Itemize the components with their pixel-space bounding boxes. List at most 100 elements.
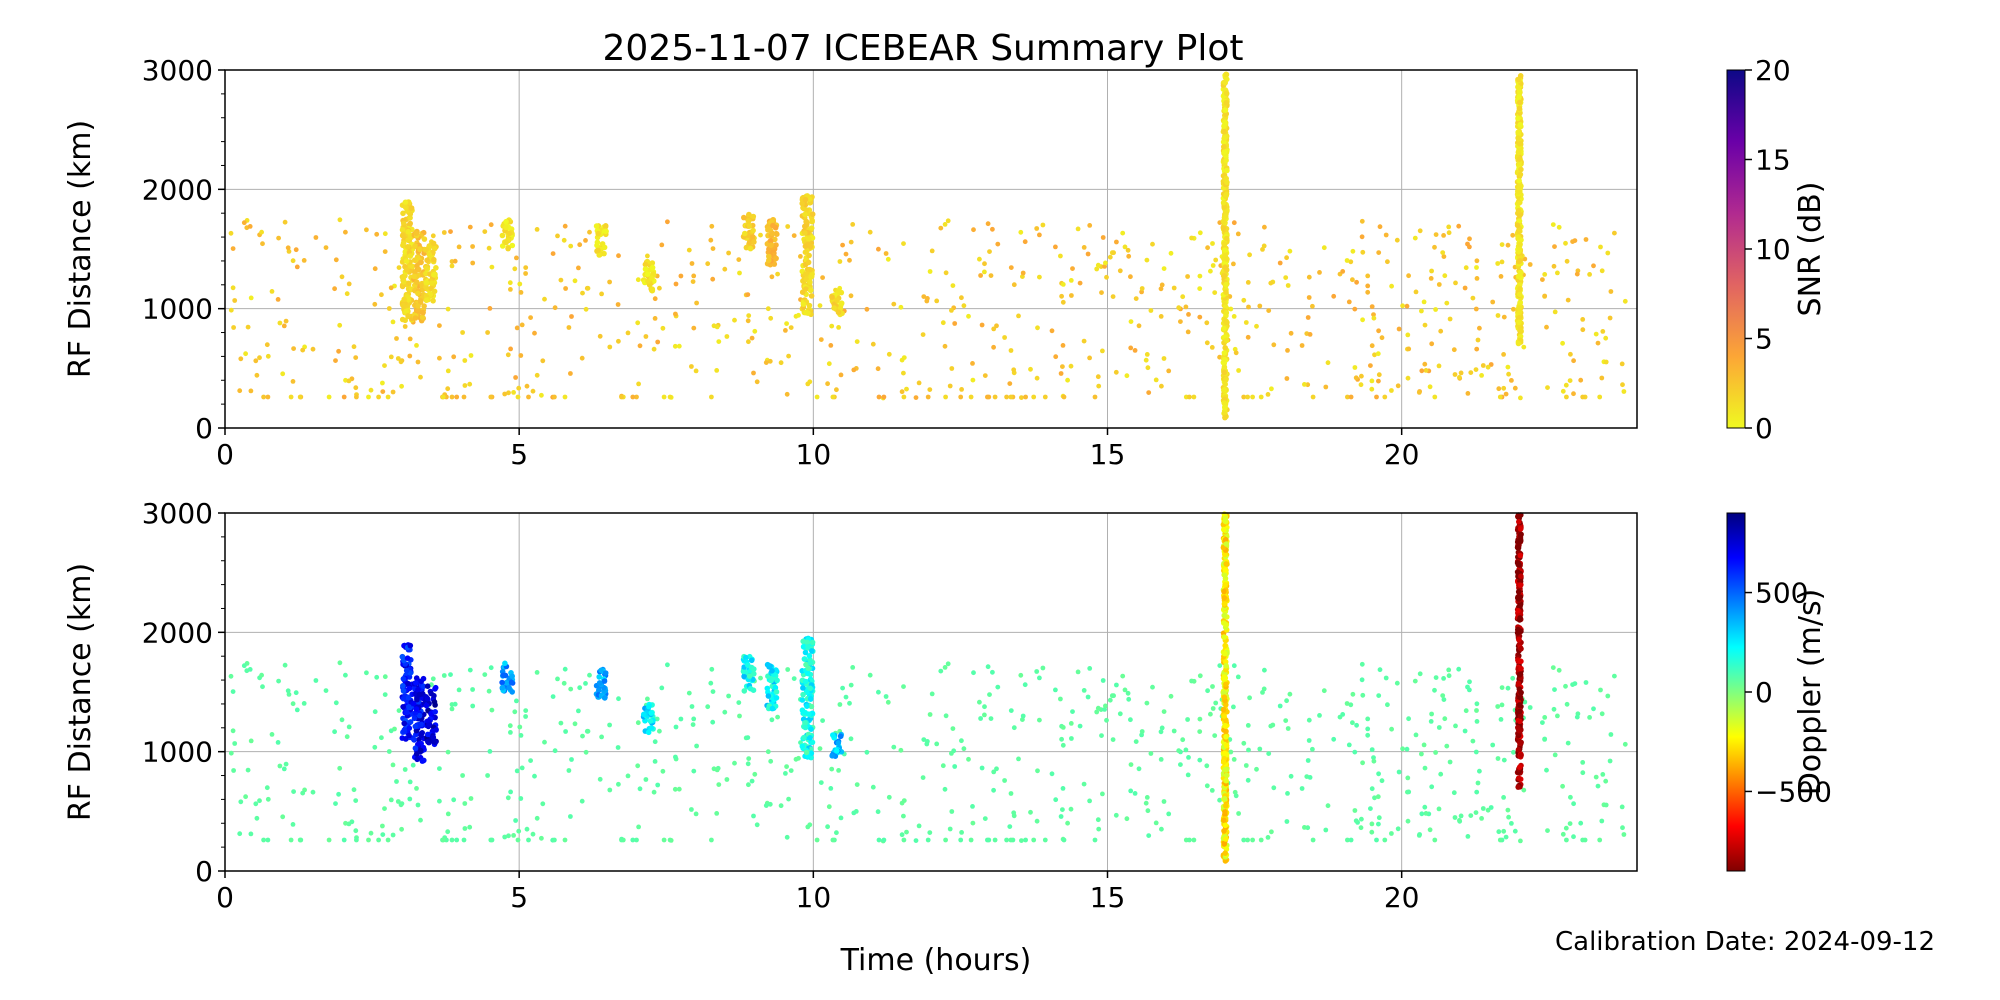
scatter-point xyxy=(353,355,359,360)
scatter-point xyxy=(431,245,438,252)
scatter-point xyxy=(1563,683,1568,689)
scatter-point xyxy=(1550,665,1556,670)
scatter-point xyxy=(867,229,873,235)
scatter-point xyxy=(1369,378,1375,384)
scatter-point xyxy=(901,394,907,400)
scatter-point xyxy=(1495,313,1501,318)
scatter-point xyxy=(1257,303,1263,309)
scatter-point xyxy=(615,745,621,750)
scatter-point xyxy=(416,691,423,698)
scatter-point xyxy=(764,661,771,668)
scatter-point xyxy=(1197,729,1203,734)
scatter-point xyxy=(508,346,513,352)
scatter-point xyxy=(783,328,788,333)
scatter-point xyxy=(657,285,662,291)
scatter-point xyxy=(1441,676,1446,681)
scatter-point xyxy=(977,699,982,705)
scatter-point xyxy=(1221,369,1228,376)
scatter-point xyxy=(768,758,774,764)
scatter-point xyxy=(1446,673,1452,679)
scatter-point xyxy=(1565,297,1571,303)
scatter-point xyxy=(736,257,742,262)
scatter-point xyxy=(1241,740,1247,746)
scatter-point xyxy=(423,265,430,271)
scatter-point xyxy=(1113,369,1119,375)
scatter-point xyxy=(1542,736,1548,742)
scatter-point xyxy=(769,705,776,712)
scatter-point xyxy=(1433,750,1438,755)
scatter-point xyxy=(341,394,347,400)
scatter-point xyxy=(1222,345,1228,351)
doppler-scatter-points xyxy=(228,511,1628,864)
scatter-point xyxy=(506,390,511,396)
scatter-point xyxy=(1042,394,1048,400)
scatter-point xyxy=(402,249,409,255)
scatter-point xyxy=(577,242,583,248)
scatter-point xyxy=(1564,701,1570,707)
scatter-point xyxy=(808,225,815,231)
scatter-point xyxy=(1353,818,1359,824)
scatter-point xyxy=(1049,771,1055,777)
scatter-point xyxy=(673,281,679,287)
scatter-point xyxy=(1197,716,1203,722)
scatter-point xyxy=(353,828,359,834)
scatter-point xyxy=(843,251,849,257)
scatter-point xyxy=(1352,306,1358,312)
scatter-point xyxy=(1379,335,1385,341)
scatter-point xyxy=(1421,299,1427,305)
scatter-point xyxy=(1605,250,1611,256)
scatter-point xyxy=(505,245,511,252)
scatter-point xyxy=(1359,373,1364,379)
scatter-point xyxy=(374,231,380,237)
scatter-point xyxy=(283,761,289,767)
scatter-point xyxy=(1518,573,1524,579)
scatter-point xyxy=(511,833,516,838)
scatter-point xyxy=(641,711,647,718)
scatter-point xyxy=(333,700,339,706)
scatter-point xyxy=(625,330,631,336)
scatter-point xyxy=(1191,394,1197,400)
scatter-point xyxy=(784,321,789,326)
scatter-point xyxy=(1568,351,1573,357)
scatter-point xyxy=(1144,352,1150,357)
scatter-point xyxy=(599,291,604,297)
scatter-point xyxy=(534,227,540,232)
scatter-point xyxy=(1020,270,1026,276)
scatter-point xyxy=(899,800,905,806)
scatter-point xyxy=(691,768,697,774)
scatter-point xyxy=(419,314,426,321)
scatter-point xyxy=(336,791,341,797)
scatter-point xyxy=(417,298,424,304)
scatter-point xyxy=(1209,788,1215,793)
scatter-point xyxy=(607,787,613,793)
scatter-point xyxy=(390,832,396,838)
scatter-point xyxy=(1222,582,1228,588)
scatter-point xyxy=(1245,280,1251,285)
scatter-point xyxy=(1498,717,1504,722)
scatter-point xyxy=(1467,687,1472,693)
scatter-point xyxy=(523,271,528,276)
scatter-point xyxy=(333,358,338,363)
scatter-point xyxy=(807,266,813,273)
scatter-point xyxy=(1427,384,1433,390)
scatter-point xyxy=(1113,812,1119,818)
scatter-point xyxy=(1474,701,1480,707)
scatter-point xyxy=(808,293,815,299)
scatter-point xyxy=(689,364,694,369)
scatter-point xyxy=(1224,167,1230,174)
scatter-point xyxy=(1087,355,1092,361)
scatter-point xyxy=(518,290,524,295)
scatter-point xyxy=(1028,366,1033,372)
scatter-point xyxy=(1348,702,1354,708)
scatter-point xyxy=(230,689,236,694)
scatter-point xyxy=(401,720,408,727)
scatter-point xyxy=(769,274,775,280)
scatter-point xyxy=(1496,829,1502,835)
scatter-point xyxy=(1416,390,1422,395)
scatter-point xyxy=(1145,808,1151,814)
scatter-point xyxy=(1148,751,1154,756)
scatter-point xyxy=(1365,283,1371,289)
scatter-point xyxy=(1221,135,1227,142)
scatter-point xyxy=(1518,689,1524,696)
